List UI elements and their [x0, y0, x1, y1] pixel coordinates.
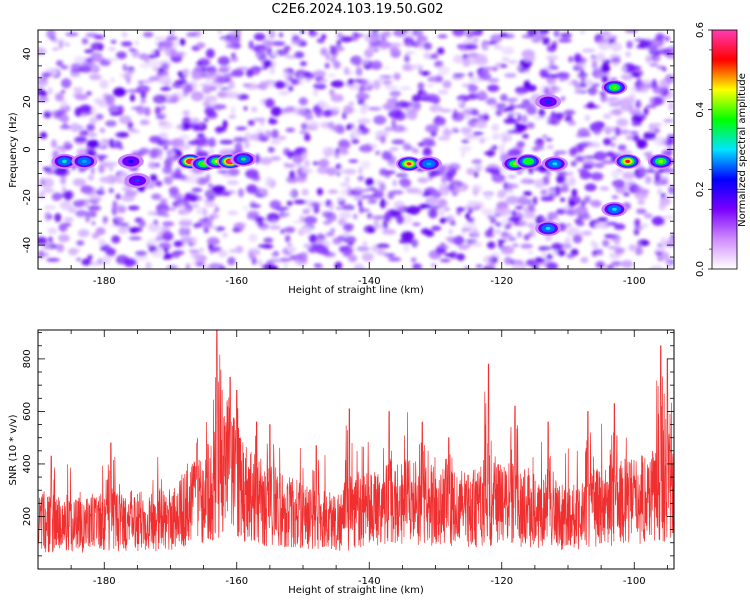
x-tick-label: -160	[225, 276, 248, 287]
heatmap-hotspot	[51, 153, 78, 169]
x-tick-label: -140	[358, 276, 381, 287]
heatmap-noise	[38, 30, 674, 269]
y-tick-label: 20	[22, 95, 33, 108]
colorbar-tick-label: 0.4	[695, 102, 706, 118]
heatmap-hotspot	[535, 220, 562, 236]
heatmap-panel: -180 -160 -140 -120 -100 -40 -20 0 20 40 Height …	[8, 29, 675, 296]
colorbar: 0.0 0.2 0.4 0.6 Normalized spectral amplitu…	[695, 22, 748, 277]
snr-frame	[37, 329, 675, 570]
y-tick-label: 800	[22, 349, 33, 368]
colorbar-ticks: 0.0 0.2 0.4 0.6	[695, 22, 712, 277]
y-tick-label: 600	[22, 402, 33, 421]
y-tick-label: 400	[22, 454, 33, 473]
heatmap-hotspot	[601, 201, 628, 217]
colorbar-tick-label: 0.0	[695, 261, 706, 277]
heatmap-hotspot	[647, 153, 674, 169]
snr-x-ticks: -180 -160 -140 -120 -100	[37, 330, 668, 587]
heatmap-hotspot	[415, 156, 442, 172]
heatmap-y-axis-label: Frequency (Hz)	[8, 112, 19, 188]
x-tick-label: -120	[490, 276, 513, 287]
heatmap-x-ticks: -180 -160 -140 -120 -100	[37, 30, 668, 287]
heatmap-y-ticks: -40 -20 0 20 40	[22, 29, 674, 270]
x-tick-label: -100	[623, 576, 646, 587]
heatmap-hotspot	[601, 79, 628, 95]
x-tick-label: -180	[93, 576, 116, 587]
heatmap-hotspots	[51, 79, 674, 236]
y-tick-label: 40	[22, 48, 33, 61]
x-tick-label: -180	[93, 276, 116, 287]
colorbar-tick-label: 0.6	[695, 22, 706, 38]
heatmap-x-axis-label: Height of straight line (km)	[288, 285, 424, 296]
colorbar-label: Normalized spectral amplitude	[737, 73, 748, 227]
x-tick-label: -120	[490, 576, 513, 587]
heatmap-hotspot	[117, 153, 144, 169]
x-tick-label: -140	[358, 576, 381, 587]
snr-y-ticks: 200 400 600 800	[22, 332, 674, 570]
snr-panel: -180 -160 -140 -120 -100 200 400 600 800 Height…	[8, 329, 675, 596]
y-tick-label: 200	[22, 507, 33, 526]
x-tick-label: -100	[623, 276, 646, 287]
snr-y-axis-label: SNR (10 * v/v)	[8, 414, 19, 485]
y-tick-label: -40	[22, 237, 33, 253]
heatmap-hotspot	[541, 156, 568, 172]
heatmap-hotspot	[535, 94, 562, 110]
heatmap-hotspot	[71, 153, 98, 169]
heatmap-hotspot	[124, 173, 151, 189]
heatmap-hotspot	[230, 151, 257, 167]
y-tick-label: 0	[22, 146, 33, 152]
heatmap-hotspot	[515, 153, 542, 169]
y-tick-label: -20	[22, 189, 33, 205]
colorbar-gradient	[711, 29, 738, 270]
colorbar-tick-label: 0.2	[695, 181, 706, 197]
heatmap-hotspot	[614, 153, 641, 169]
chart-title: C2E6.2024.103.19.50.G02	[271, 2, 444, 17]
x-tick-label: -160	[225, 576, 248, 587]
snr-x-axis-label: Height of straight line (km)	[288, 585, 424, 596]
snr-series-line	[38, 330, 674, 553]
heatmap-hotspot	[396, 156, 422, 172]
